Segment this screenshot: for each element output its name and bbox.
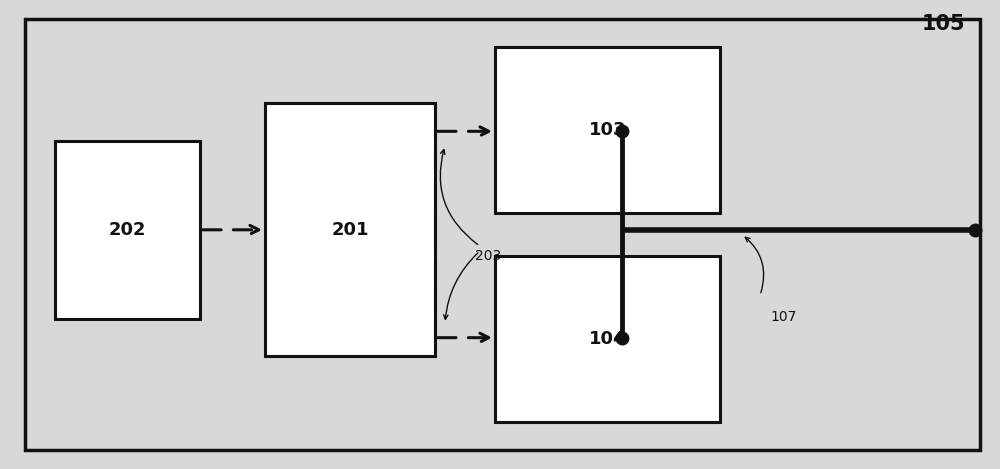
Text: 104: 104 [589,330,626,348]
Bar [495,256,720,422]
Text: 103: 103 [589,121,626,139]
Text: 105: 105 [921,14,965,34]
Text: 107: 107 [770,310,796,324]
Bar [265,103,435,356]
Bar [55,141,200,319]
Text: 202: 202 [109,221,146,239]
Bar [495,47,720,213]
Text: 201: 201 [331,221,369,239]
Text: 203: 203 [475,249,501,263]
